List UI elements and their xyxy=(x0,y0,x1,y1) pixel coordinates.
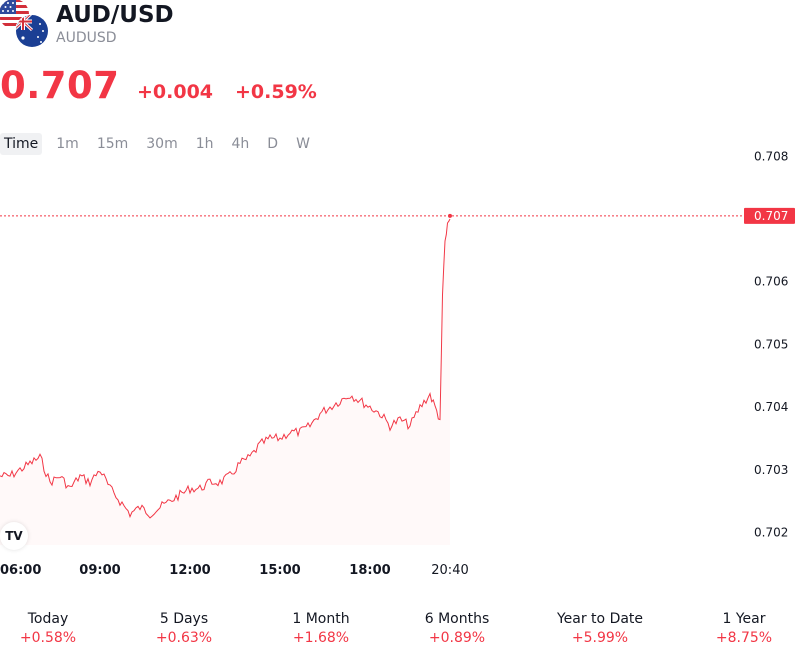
performance-value: +0.58% xyxy=(19,630,77,646)
performance-value: +0.63% xyxy=(155,630,213,646)
tab-time[interactable]: Time xyxy=(0,133,43,155)
price-chart[interactable]: 0.7080.7070.7060.7050.7040.7030.7020.707… xyxy=(0,150,800,590)
x-tick-label: 09:00 xyxy=(79,563,120,578)
tab-1h[interactable]: 1h xyxy=(195,136,214,152)
tab-15m[interactable]: 15m xyxy=(96,136,129,152)
x-tick-label: 12:00 xyxy=(169,563,210,578)
us-flag-icon xyxy=(0,0,29,29)
tab-4h[interactable]: 4h xyxy=(231,136,250,152)
tab-1m[interactable]: 1m xyxy=(56,136,79,152)
price-change: +0.004 xyxy=(137,81,214,103)
performance-row: Today +0.58% 5 Days +0.63% 1 Month +1.68… xyxy=(0,609,800,651)
performance-label: Year to Date xyxy=(556,611,644,627)
tab-30m[interactable]: 30m xyxy=(146,136,178,152)
x-tick-label: 20:40 xyxy=(431,563,468,578)
last-price-point xyxy=(448,213,452,218)
performance-5-days[interactable]: 5 Days +0.63% xyxy=(129,609,239,647)
performance-label: 1 Month xyxy=(292,611,350,627)
performance-label: 6 Months xyxy=(424,611,490,627)
performance-label: 1 Year xyxy=(722,611,766,627)
tradingview-logo-icon[interactable]: TV xyxy=(0,522,28,550)
timeframe-tabs: Time 1m 15m 30m 1h 4h D W xyxy=(0,132,324,156)
performance-today[interactable]: Today +0.58% xyxy=(0,609,103,647)
x-tick-label: 18:00 xyxy=(349,563,390,578)
y-tick-label: 0.708 xyxy=(754,150,788,163)
performance-value: +1.68% xyxy=(292,630,350,646)
price-area-fill xyxy=(0,219,450,545)
x-tick-label: 06:00 xyxy=(0,563,41,578)
performance-1-year[interactable]: 1 Year +8.75% xyxy=(689,609,799,647)
y-tick-label: 0.706 xyxy=(754,275,788,289)
performance-label: 5 Days xyxy=(159,611,209,627)
performance-value: +5.99% xyxy=(571,630,629,646)
price-change-percent: +0.59% xyxy=(235,81,317,103)
y-tick-label: 0.703 xyxy=(754,463,788,477)
performance-value: +0.89% xyxy=(428,630,486,646)
currency-pair-flags xyxy=(0,0,50,50)
last-price-badge-label: 0.707 xyxy=(754,209,788,223)
symbol-title: AUD/USD xyxy=(56,2,174,28)
performance-value: +8.75% xyxy=(715,630,773,646)
tab-w[interactable]: W xyxy=(296,136,310,152)
y-tick-label: 0.705 xyxy=(754,337,788,351)
last-price: 0.707 xyxy=(0,64,120,107)
performance-1-month[interactable]: 1 Month +1.68% xyxy=(266,609,376,647)
symbol-ticker: AUDUSD xyxy=(56,30,117,46)
price-line xyxy=(0,218,451,519)
performance-6-months[interactable]: 6 Months +0.89% xyxy=(402,609,512,647)
tab-d[interactable]: D xyxy=(267,136,279,152)
x-tick-label: 15:00 xyxy=(259,563,300,578)
performance-year-to-date[interactable]: Year to Date +5.99% xyxy=(545,609,655,647)
performance-label: Today xyxy=(27,611,69,627)
y-tick-label: 0.702 xyxy=(754,525,788,539)
y-tick-label: 0.704 xyxy=(754,400,788,414)
last-price-badge xyxy=(744,207,795,224)
